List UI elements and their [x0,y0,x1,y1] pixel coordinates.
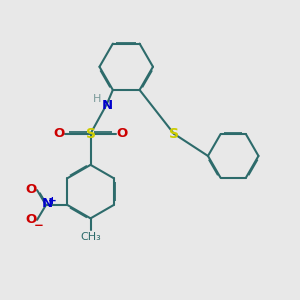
Text: N: N [42,197,53,210]
Text: +: + [48,196,57,206]
Text: S: S [85,127,96,141]
Text: N: N [101,99,112,112]
Text: O: O [25,213,36,226]
Text: −: − [34,219,44,232]
Text: O: O [53,127,64,140]
Text: S: S [169,127,179,141]
Text: O: O [25,183,36,196]
Text: O: O [117,127,128,140]
Text: CH₃: CH₃ [80,232,101,242]
Text: H: H [93,94,102,104]
